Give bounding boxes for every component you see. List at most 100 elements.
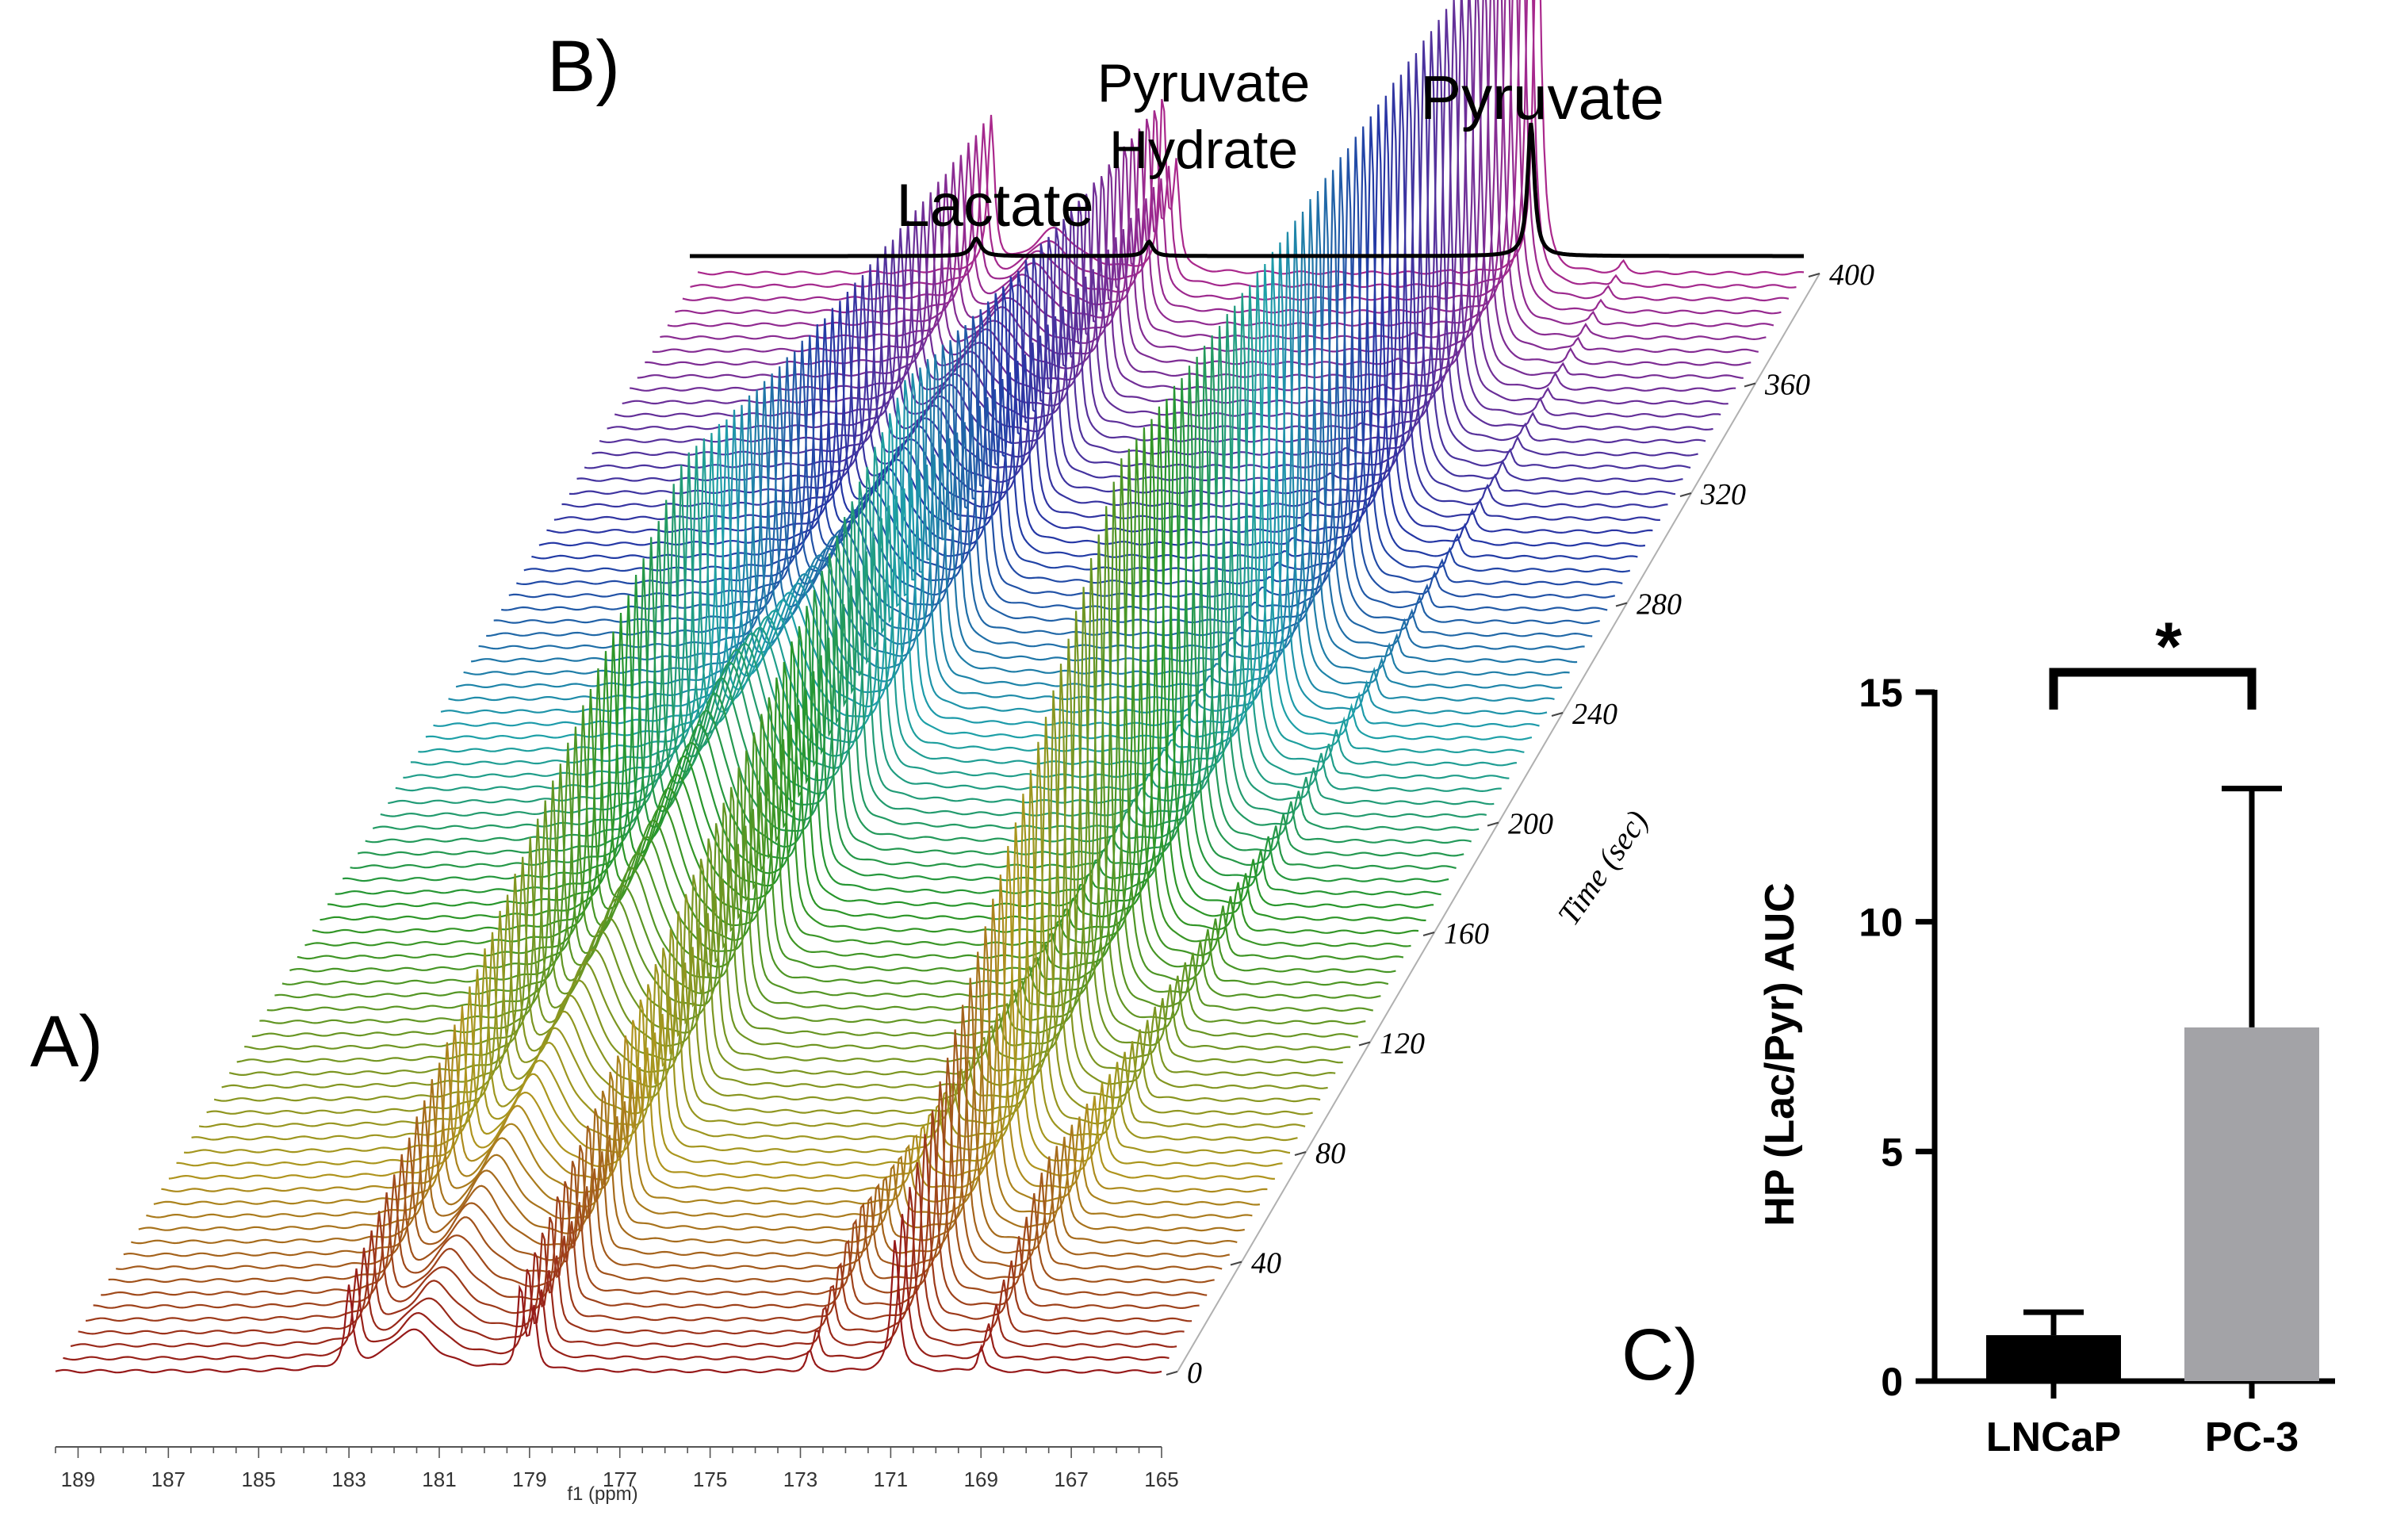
time-tick-label: 280 (1637, 588, 1682, 622)
spectrum-line (690, 0, 1797, 289)
time-tick-label: 40 (1251, 1247, 1281, 1280)
spectrum-line (667, 0, 1774, 327)
spectrum-line (168, 846, 1275, 1181)
spectrum-line (161, 874, 1268, 1193)
panel-a-label: A) (30, 1001, 103, 1082)
ppm-tick-label: 187 (151, 1468, 186, 1491)
spectrum-line (312, 419, 1419, 935)
time-tick-mark (1166, 1371, 1178, 1376)
spectrum-line (365, 346, 1472, 844)
time-tick-mark (1230, 1261, 1242, 1266)
pyruvate-label: Pyruvate (1420, 63, 1664, 132)
spectrum-line (146, 926, 1253, 1219)
time-tick-mark (1358, 1041, 1371, 1047)
spectrum-line (697, 0, 1805, 276)
spectrum-line (675, 0, 1782, 315)
panel-b-label: B) (547, 26, 620, 107)
time-tick-label: 320 (1700, 478, 1746, 511)
spectrum-line (320, 406, 1426, 921)
spectrum-line (274, 481, 1381, 999)
spectrum-line (191, 769, 1298, 1142)
ppm-tick-label: 167 (1054, 1468, 1088, 1491)
ppm-tick-label: 169 (964, 1468, 998, 1491)
time-tick-label: 160 (1444, 917, 1489, 951)
spectrum-line (289, 448, 1396, 974)
time-tick-mark (1744, 382, 1756, 388)
spectrum-line (297, 438, 1404, 960)
spectrum-line (85, 1134, 1193, 1322)
spectrum-line (221, 664, 1328, 1089)
spectrum-line (131, 978, 1238, 1245)
ppm-tick-label: 189 (61, 1468, 95, 1491)
ppm-tick-label: 183 (331, 1468, 366, 1491)
bar-y-tick-label: 5 (1881, 1130, 1903, 1174)
time-tick-mark (1615, 602, 1628, 607)
waterfall-spectra (55, 0, 1805, 1374)
spectrum-line (244, 587, 1351, 1051)
spectrum-line (63, 1214, 1170, 1361)
time-tick-mark (1808, 273, 1820, 277)
ppm-tick-label: 181 (422, 1468, 456, 1491)
time-tick-mark (1551, 712, 1564, 717)
bar-y-axis-title: HP (Lac/Pyr) AUC (1757, 882, 1803, 1226)
spectrum-line (93, 1110, 1200, 1310)
ppm-tick-label: 165 (1144, 1468, 1178, 1491)
spectrum-line (213, 690, 1321, 1103)
pyruvate-hydrate-label-line2: Hydrate (1109, 120, 1298, 180)
ppm-axis: 189 187 185 183 181 179 177 175 173 171 169 167 165 (55, 1446, 1179, 1491)
significance-marker: * (2155, 609, 2182, 685)
spectrum-line (357, 357, 1464, 857)
ppm-tick-label: 175 (693, 1468, 727, 1491)
bar (2184, 1027, 2319, 1381)
time-axis: 0 40 80 120 160 200 240 280 320 360 400 (1166, 258, 1874, 1390)
bar-y-tick-label: 15 (1859, 671, 1903, 715)
spectrum-line (108, 1058, 1215, 1284)
spectrum-line (327, 399, 1434, 909)
time-tick-label: 240 (1572, 698, 1617, 731)
spectrum-line (70, 1187, 1177, 1349)
spectrum-line (55, 1240, 1162, 1374)
ppm-tick-label: 173 (783, 1468, 817, 1491)
spectrum-line (281, 458, 1389, 986)
spectrum-line (660, 0, 1767, 341)
time-tick-mark (1422, 932, 1435, 936)
spectrum-line (183, 794, 1291, 1154)
significance-bracket (2049, 668, 2257, 710)
time-tick-mark (1679, 492, 1692, 497)
spectrum-line (153, 898, 1261, 1206)
spectrum-line (342, 377, 1449, 883)
spectrum-line (304, 427, 1411, 947)
spectrum-line (372, 335, 1480, 831)
ppm-tick-label: 185 (242, 1468, 276, 1491)
spectrum-line (350, 365, 1457, 870)
bar-y-tick-label: 0 (1881, 1360, 1903, 1404)
spectrum-line (206, 717, 1313, 1115)
spectrum-line (123, 1004, 1231, 1257)
time-tick-mark (1487, 821, 1499, 827)
time-tick-label: 360 (1764, 369, 1810, 402)
time-tick-label: 80 (1315, 1137, 1346, 1170)
bar-category-label: LNCaP (1986, 1414, 2121, 1460)
bar-y-tick-label: 10 (1859, 901, 1903, 945)
spectrum-line (236, 610, 1343, 1064)
time-tick-label: 120 (1380, 1027, 1425, 1061)
spectrum-line (266, 506, 1374, 1012)
ppm-tick-label: 179 (512, 1468, 546, 1491)
spectrum-line (176, 822, 1283, 1167)
bar-category-label: PC-3 (2205, 1414, 2299, 1460)
spectrum-line (228, 638, 1336, 1077)
time-tick-label: 0 (1187, 1357, 1202, 1390)
time-tick-label: 200 (1508, 808, 1553, 841)
reference-spectrum-line (690, 122, 1804, 258)
spectrum-line (251, 557, 1358, 1038)
pyruvate-hydrate-label-line1: Pyruvate (1097, 53, 1310, 113)
spectrum-line (335, 385, 1441, 896)
spectrum-line (198, 741, 1306, 1128)
spectrum-line (259, 534, 1366, 1025)
panel-c-label: C) (1621, 1314, 1698, 1395)
bar-chart: 0 5 10 15 LNCaP PC-3 (1859, 668, 2335, 1460)
ppm-tick-label: 177 (603, 1468, 637, 1491)
ppm-tick-label: 171 (874, 1468, 908, 1491)
time-axis-title: Time (sec) (1551, 804, 1656, 932)
